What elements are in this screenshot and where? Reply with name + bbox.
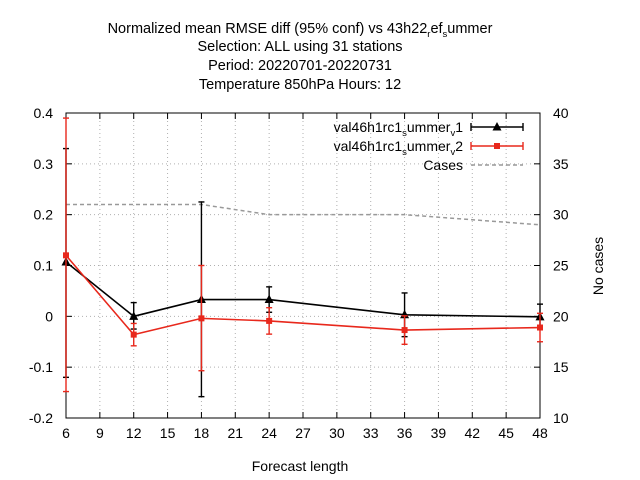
legend: val46h1rc1summerv1val46h1rc1summerv2Case… <box>334 119 524 173</box>
y2-tick-label: 15 <box>553 359 569 375</box>
legend-entry-label: val46h1rc1summerv1 <box>334 119 464 139</box>
x-tick-label: 42 <box>464 425 480 441</box>
series-line <box>65 261 541 318</box>
x-tick-label: 36 <box>397 425 413 441</box>
x-tick-label: 12 <box>126 425 142 441</box>
x-tick-label: 9 <box>96 425 104 441</box>
x-tick-label: 39 <box>431 425 447 441</box>
legend-marker <box>494 143 500 149</box>
x-tick-label: 18 <box>194 425 210 441</box>
x-tick-label: 33 <box>363 425 379 441</box>
chart-title: Normalized mean RMSE diff (95% conf) vs … <box>108 21 493 93</box>
series-line <box>65 254 541 336</box>
legend-entry-label: Cases <box>423 157 463 173</box>
x-tick-label: 30 <box>329 425 345 441</box>
legend-marker <box>492 122 502 131</box>
y-tick-label: 0.1 <box>34 258 54 274</box>
x-tick-label: 45 <box>498 425 514 441</box>
x-tick-label: 6 <box>62 425 70 441</box>
data-point <box>264 294 274 304</box>
cases-line <box>66 203 541 226</box>
data-point <box>63 252 69 259</box>
y-tick-label: 0.3 <box>34 156 54 172</box>
y-tick-label: -0.2 <box>29 410 53 426</box>
x-axis-label: Forecast length <box>252 458 349 474</box>
x-tick-label: 48 <box>532 425 548 441</box>
data-series <box>61 117 545 398</box>
legend-entry-label: val46h1rc1summerv2 <box>334 138 464 158</box>
y2-tick-label: 25 <box>553 258 569 274</box>
y2-tick-label: 20 <box>553 308 569 324</box>
y2-tick-label: 30 <box>553 207 569 223</box>
data-point <box>129 311 139 320</box>
grid <box>66 113 540 418</box>
y2-axis-label: No cases <box>590 237 606 295</box>
x-tick-label: 21 <box>227 425 243 441</box>
title-line: Normalized mean RMSE diff (95% conf) vs … <box>108 21 493 40</box>
title-line: Period: 20220701-20220731 <box>208 58 392 74</box>
series-2 <box>63 117 543 393</box>
data-point <box>266 317 273 324</box>
y-tick-label: 0 <box>45 308 53 324</box>
data-point <box>130 331 137 338</box>
y2-tick-label: 35 <box>553 156 569 172</box>
y2-tick-label: 40 <box>553 105 569 121</box>
data-point <box>401 327 408 334</box>
y-tick-label: -0.1 <box>29 359 53 375</box>
data-point <box>537 324 543 331</box>
title-line: Temperature 850hPa Hours: 12 <box>199 77 401 93</box>
tick-labels: 6 9 12 15 18 21 24 27 30 33 36 39 42 45 48 -0.2 -0.1 0 0.1… <box>29 105 569 441</box>
title-line: Selection: ALL using 31 stations <box>197 39 402 55</box>
x-tick-label: 27 <box>295 425 311 441</box>
y2-tick-label: 10 <box>553 410 569 426</box>
y-tick-label: 0.4 <box>34 105 54 121</box>
x-tick-label: 15 <box>160 425 176 441</box>
data-point <box>198 315 205 322</box>
x-tick-label: 24 <box>261 425 277 441</box>
cases-series <box>66 203 541 226</box>
y-tick-label: 0.2 <box>34 207 54 223</box>
